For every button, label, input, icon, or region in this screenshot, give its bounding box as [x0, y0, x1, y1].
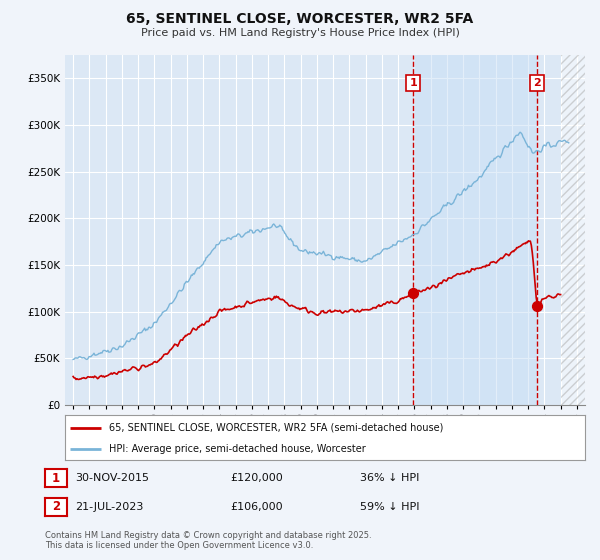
Text: 2: 2	[533, 78, 541, 88]
Text: 65, SENTINEL CLOSE, WORCESTER, WR2 5FA (semi-detached house): 65, SENTINEL CLOSE, WORCESTER, WR2 5FA (…	[109, 423, 443, 432]
Text: Contains HM Land Registry data © Crown copyright and database right 2025.
This d: Contains HM Land Registry data © Crown c…	[45, 531, 371, 550]
Text: £106,000: £106,000	[230, 502, 283, 512]
Text: £120,000: £120,000	[230, 473, 283, 483]
Text: 36% ↓ HPI: 36% ↓ HPI	[360, 473, 419, 483]
Point	[532, 302, 542, 311]
Text: 1: 1	[409, 78, 417, 88]
Text: 2: 2	[52, 501, 60, 514]
Text: Price paid vs. HM Land Registry's House Price Index (HPI): Price paid vs. HM Land Registry's House …	[140, 28, 460, 38]
Text: 65, SENTINEL CLOSE, WORCESTER, WR2 5FA: 65, SENTINEL CLOSE, WORCESTER, WR2 5FA	[127, 12, 473, 26]
Bar	[560, 55, 585, 405]
Text: 59% ↓ HPI: 59% ↓ HPI	[360, 502, 419, 512]
Text: 30-NOV-2015: 30-NOV-2015	[75, 473, 149, 483]
Text: 21-JUL-2023: 21-JUL-2023	[75, 502, 143, 512]
Point	[408, 288, 418, 297]
Bar	[413, 55, 537, 405]
Text: HPI: Average price, semi-detached house, Worcester: HPI: Average price, semi-detached house,…	[109, 444, 366, 454]
Text: 1: 1	[52, 472, 60, 484]
